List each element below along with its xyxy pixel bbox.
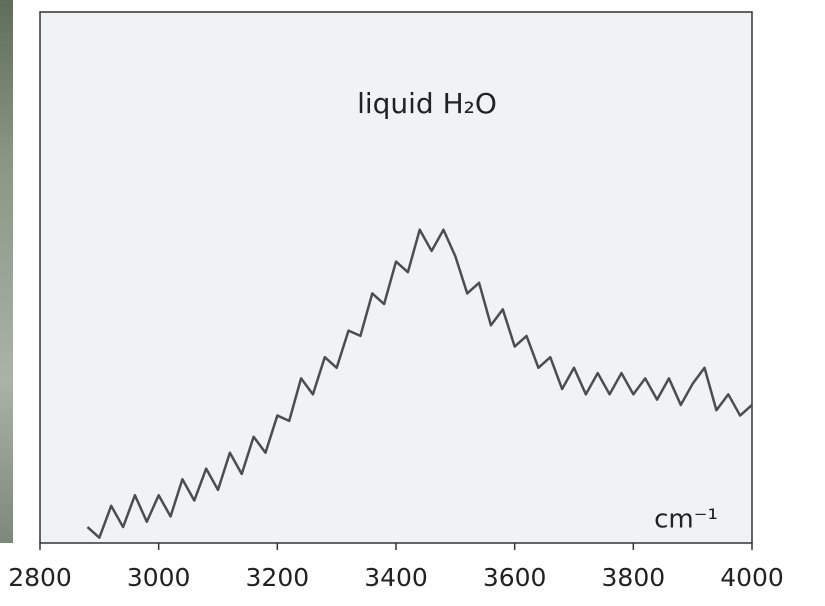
x-tick-label: 3200 <box>246 563 310 592</box>
x-tick-label: 3400 <box>364 563 428 592</box>
x-tick-label: 4000 <box>720 563 784 592</box>
x-tick-label: 2800 <box>8 563 72 592</box>
x-tick-label: 3000 <box>127 563 191 592</box>
photo-strip <box>0 0 13 543</box>
x-tick-label: 3800 <box>602 563 666 592</box>
chart-title: liquid H₂O <box>357 87 497 120</box>
x-axis-label: cm⁻¹ <box>654 505 718 535</box>
x-tick-label: 3600 <box>483 563 547 592</box>
spectrum-line <box>86 228 753 539</box>
plot-frame <box>39 11 753 544</box>
